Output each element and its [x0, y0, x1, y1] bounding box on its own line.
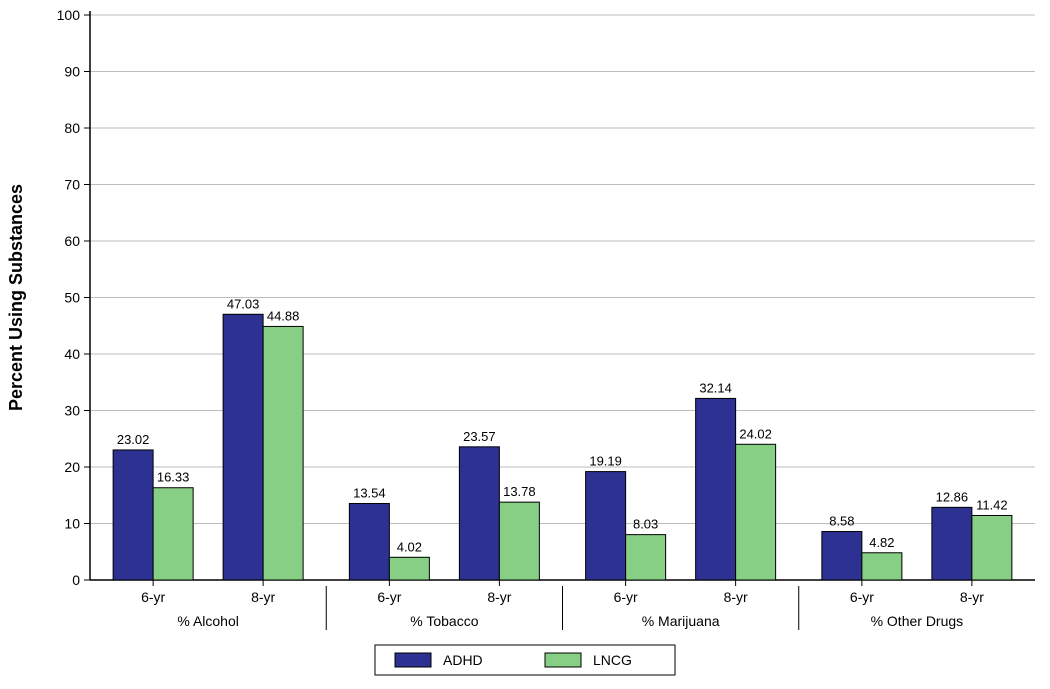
subgroup-label: 6-yr — [850, 589, 874, 605]
bar — [349, 503, 389, 580]
bar — [932, 507, 972, 580]
bar-value-label: 47.03 — [227, 296, 260, 311]
y-tick-label: 100 — [57, 7, 81, 23]
group-label: % Marijuana — [642, 613, 720, 629]
bar-value-label: 13.78 — [503, 484, 536, 499]
bar-value-label: 23.02 — [117, 432, 150, 447]
subgroup-label: 6-yr — [141, 589, 165, 605]
legend-swatch — [545, 653, 581, 667]
legend-swatch — [395, 653, 431, 667]
bar-value-label: 16.33 — [157, 470, 190, 485]
bar-value-label: 4.82 — [869, 535, 894, 550]
bar — [113, 450, 153, 580]
y-tick-label: 90 — [64, 64, 80, 80]
group-label: % Other Drugs — [871, 613, 964, 629]
bar — [972, 515, 1012, 580]
bar — [459, 447, 499, 580]
y-tick-label: 50 — [64, 290, 80, 306]
y-tick-label: 80 — [64, 120, 80, 136]
y-tick-label: 60 — [64, 233, 80, 249]
substance-use-chart: 0 10 20 30 40 50 60 70 80 90 100 Percent Using Subs… — [0, 0, 1050, 689]
bar-value-label: 12.86 — [936, 489, 969, 504]
bar — [862, 553, 902, 580]
subgroup-label: 6-yr — [614, 589, 638, 605]
bar-value-label: 11.42 — [976, 497, 1008, 512]
bar — [586, 472, 626, 580]
subgroup-label: 8-yr — [251, 589, 275, 605]
group-label: % Tobacco — [410, 613, 478, 629]
chart-container: 0 10 20 30 40 50 60 70 80 90 100 Percent Using Subs… — [0, 0, 1050, 689]
bar — [223, 314, 263, 580]
y-tick-label: 20 — [64, 459, 80, 475]
bar — [499, 502, 539, 580]
legend-label: LNCG — [593, 652, 632, 668]
subgroup-label: 8-yr — [724, 589, 748, 605]
bar — [153, 488, 193, 580]
bar-value-label: 24.02 — [739, 426, 772, 441]
y-tick-label: 70 — [64, 177, 80, 193]
subgroup-label: 8-yr — [960, 589, 984, 605]
y-tick-label: 0 — [72, 572, 80, 588]
bar — [822, 532, 862, 580]
bar-value-label: 32.14 — [699, 380, 732, 395]
bar — [389, 557, 429, 580]
bar — [736, 444, 776, 580]
y-tick-label: 30 — [64, 403, 80, 419]
y-tick-label: 10 — [64, 516, 80, 532]
group-label: % Alcohol — [177, 613, 238, 629]
bar — [626, 535, 666, 580]
bar-value-label: 8.03 — [633, 517, 658, 532]
bar-value-label: 44.88 — [267, 308, 300, 323]
bar-value-label: 8.58 — [829, 514, 854, 529]
subgroup-label: 6-yr — [377, 589, 401, 605]
bar-value-label: 19.19 — [589, 454, 622, 469]
bar-value-label: 4.02 — [397, 539, 422, 554]
legend-label: ADHD — [443, 652, 483, 668]
y-axis-title: Percent Using Substances — [6, 184, 26, 411]
y-tick-label: 40 — [64, 346, 80, 362]
bar-value-label: 23.57 — [463, 429, 496, 444]
bar — [696, 398, 736, 580]
bar — [263, 326, 303, 580]
bar-value-label: 13.54 — [353, 485, 386, 500]
subgroup-label: 8-yr — [487, 589, 511, 605]
